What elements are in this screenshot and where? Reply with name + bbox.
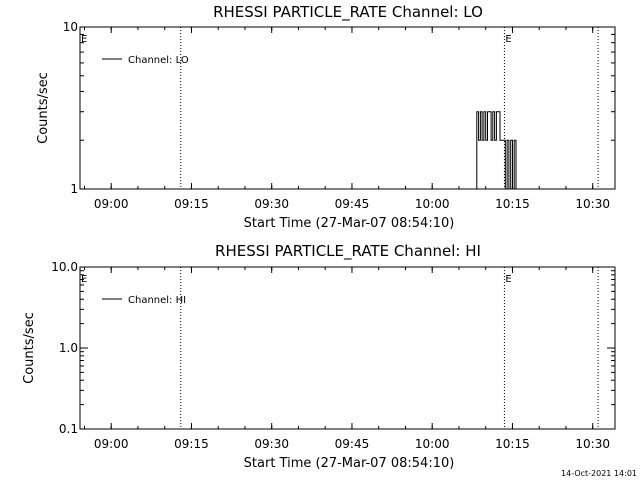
y-tick-label: 0.1 — [59, 422, 78, 436]
x-tick-label: 10:00 — [415, 197, 450, 211]
x-tick-label: 10:30 — [575, 437, 610, 451]
plot-frame — [79, 266, 616, 430]
x-tick-label: 10:15 — [495, 197, 530, 211]
x-tick-label: 09:30 — [254, 197, 289, 211]
x-tick-label: 09:00 — [94, 437, 129, 451]
y-tick-label: 10.0 — [51, 260, 78, 274]
y-axis-label: Counts/sec — [36, 72, 51, 144]
x-tick-label: 10:30 — [575, 197, 610, 211]
plot-frame — [79, 26, 616, 190]
x-tick-label: 09:15 — [174, 197, 209, 211]
y-tick-label: 1 — [70, 182, 78, 196]
y-axis-label: Counts/sec — [22, 312, 37, 384]
x-tick-label: 10:15 — [495, 437, 530, 451]
chart-title: RHESSI PARTICLE_RATE Channel: HI — [215, 242, 481, 261]
event-marker-label: E — [505, 274, 511, 285]
legend-label: Channel: HI — [128, 295, 186, 306]
chart-panel-lo: RHESSI PARTICLE_RATE Channel: LO Start T… — [36, 3, 616, 231]
footer-timestamp: 14-Oct-2021 14:01 — [561, 469, 637, 478]
series-line — [475, 111, 519, 190]
event-marker-label: E — [81, 34, 87, 45]
x-tick-label: 09:30 — [254, 437, 289, 451]
chart-title: RHESSI PARTICLE_RATE Channel: LO — [213, 3, 483, 22]
x-tick-label: 09:15 — [174, 437, 209, 451]
event-marker-label: E — [505, 34, 511, 45]
legend-label: Channel: LO — [128, 55, 189, 66]
y-tick-label: 10 — [63, 20, 78, 34]
x-axis-label: Start Time (27-Mar-07 08:54:10) — [244, 216, 455, 231]
event-marker-label: E — [81, 274, 87, 285]
x-tick-label: 09:45 — [335, 197, 370, 211]
x-axis-label: Start Time (27-Mar-07 08:54:10) — [244, 456, 455, 471]
x-tick-label: 10:00 — [415, 437, 450, 451]
chart-panel-hi: RHESSI PARTICLE_RATE Channel: HI Start T… — [22, 242, 616, 471]
x-tick-label: 09:00 — [94, 197, 129, 211]
x-tick-label: 09:45 — [335, 437, 370, 451]
y-tick-label: 1.0 — [59, 341, 78, 355]
